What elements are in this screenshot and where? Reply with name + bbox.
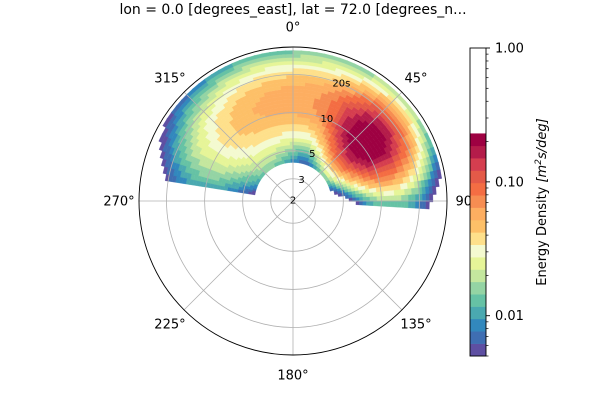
theta-label-0: 0° — [286, 21, 301, 36]
radial-label-2: 5 — [309, 149, 315, 160]
polar-grid — [139, 47, 447, 355]
colorbar-fill — [470, 133, 486, 357]
contour-cell — [415, 200, 420, 209]
colorbar-tick-label-2: 0.01 — [495, 309, 524, 324]
theta-gridline-3 — [292, 200, 403, 311]
colorbar-frame — [469, 47, 487, 357]
colorbar-segment-16 — [470, 145, 486, 159]
contour-cell — [397, 200, 402, 208]
colorbar-segment-11 — [470, 207, 486, 221]
radial-label-0: 2 — [290, 196, 296, 207]
contour-cell — [429, 193, 434, 203]
contour-cell — [333, 191, 339, 195]
theta-gridline-5 — [183, 200, 294, 311]
colorbar-segment-12 — [470, 195, 486, 208]
chart-title: lon = 0.0 [degrees_east], lat = 72.0 [de… — [119, 2, 467, 18]
colorbar-segment-1 — [470, 331, 486, 344]
colorbar-tick-label-1: 0.10 — [495, 175, 524, 190]
colorbar-segment-14 — [470, 170, 486, 184]
theta-tick-labels: 0°45°90°135°180°225°270°315° — [103, 21, 478, 384]
contour-cell — [355, 200, 360, 206]
colorbar-segment-17 — [470, 133, 486, 147]
contour-cell — [277, 50, 287, 55]
theta-label-3: 135° — [400, 318, 431, 333]
colorbar-segment-3 — [470, 306, 486, 320]
colorbar-segment-15 — [470, 158, 486, 171]
contour-cell — [376, 200, 381, 207]
colorbar-segment-4 — [470, 294, 486, 307]
colorbar-label: Energy Density [m2s/deg] — [534, 118, 550, 285]
contour-cell — [366, 200, 371, 206]
colorbar-segment-13 — [470, 182, 486, 196]
contour-cell — [434, 177, 440, 188]
contour-cell — [337, 193, 342, 197]
theta-label-7: 315° — [154, 71, 185, 86]
theta-label-6: 270° — [103, 195, 134, 210]
colorbar-label-units-end: s/deg] — [535, 118, 550, 159]
radial-label-3: 10 — [320, 114, 333, 125]
colorbar-segment-6 — [470, 269, 486, 283]
colorbar-segment-7 — [470, 257, 486, 270]
colorbar-tick-label-0: 1.00 — [495, 42, 524, 57]
theta-label-5: 225° — [154, 318, 185, 333]
theta-label-1: 45° — [405, 71, 428, 86]
radial-tick-labels: 23 5 10 20s — [290, 79, 351, 207]
contour-cell — [401, 200, 406, 208]
theta-gridline-1 — [292, 91, 403, 202]
contour-cell — [422, 200, 427, 210]
contour-cell — [369, 200, 374, 206]
theta-label-4: 180° — [277, 369, 308, 384]
theta-gridline-7 — [183, 91, 294, 202]
contour-cell — [387, 200, 392, 207]
colorbar-label-sup: 2 — [534, 159, 544, 165]
contour-cell — [345, 194, 350, 199]
colorbar-segment-5 — [470, 281, 486, 295]
contour-cell — [404, 200, 409, 209]
colorbar: 1.00 0.10 0.01 Energy Density [m2s/deg] — [469, 42, 550, 357]
radial-label-4: 20s — [332, 79, 350, 90]
contour-cell — [408, 200, 413, 209]
colorbar-ticks: 1.00 0.10 0.01 — [486, 42, 524, 357]
contour-cell — [436, 169, 442, 180]
colorbar-segment-0 — [470, 343, 486, 357]
colorbar-label-units: [m — [535, 165, 550, 183]
contour-cell — [432, 185, 437, 195]
contour-cell — [359, 200, 364, 206]
colorbar-segment-8 — [470, 244, 486, 258]
contour-cell — [373, 200, 378, 207]
contour-cell — [390, 200, 395, 208]
contour-cell — [394, 200, 399, 208]
contour-cell — [411, 200, 416, 209]
contour-cell — [362, 200, 367, 206]
colorbar-segment-2 — [470, 318, 486, 332]
radial-label-1: 3 — [298, 175, 304, 186]
contour-cell — [383, 200, 388, 207]
colorbar-label-main: Energy Density — [535, 183, 550, 286]
contour-cell — [425, 200, 430, 210]
polar-frame — [138, 46, 448, 356]
colorbar-segment-10 — [470, 219, 486, 233]
colorbar-segment-9 — [470, 232, 486, 246]
